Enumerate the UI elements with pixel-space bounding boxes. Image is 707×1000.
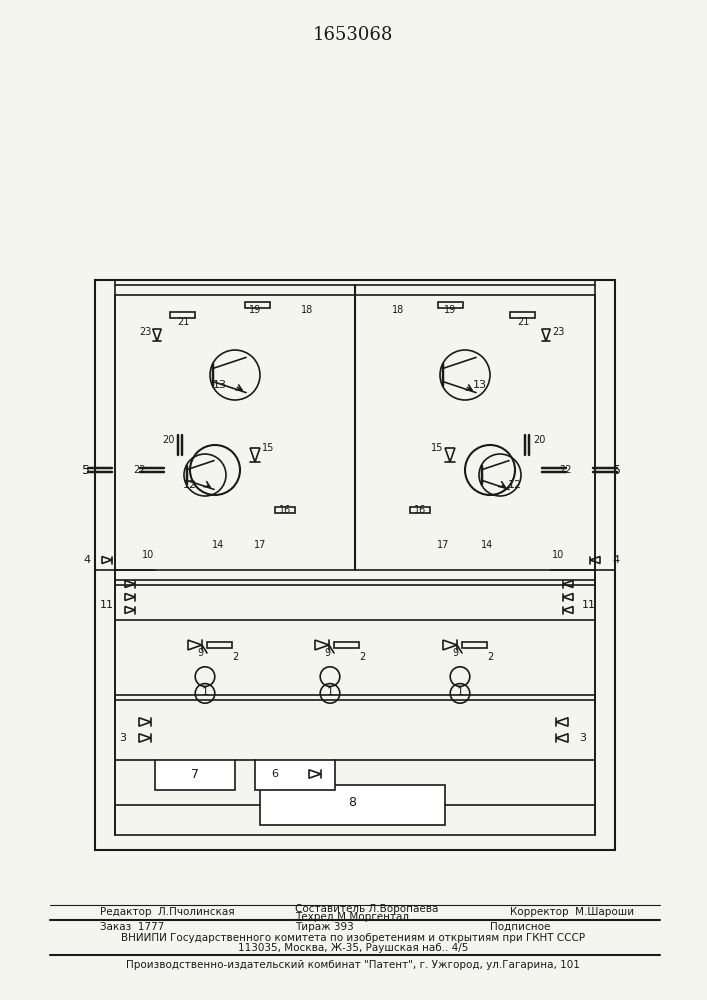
Bar	[155, 760, 235, 790]
Text: Производственно-издательский комбинат "Патент", г. Ужгород, ул.Гагарина, 101: Производственно-издательский комбинат "П…	[126, 960, 580, 970]
Text: 12: 12	[183, 480, 197, 490]
Text: Тираж 393: Тираж 393	[295, 922, 354, 932]
Text: 2: 2	[232, 652, 238, 662]
Text: 1: 1	[457, 687, 464, 697]
Text: 11: 11	[100, 600, 114, 610]
Text: 17: 17	[254, 540, 267, 550]
Text: 113035, Москва, Ж-35, Раушская наб.. 4/5: 113035, Москва, Ж-35, Раушская наб.. 4/5	[238, 943, 468, 953]
Text: 23: 23	[551, 327, 564, 337]
Bar	[510, 312, 535, 318]
Text: 13: 13	[473, 380, 487, 390]
Text: 13: 13	[213, 380, 227, 390]
Text: 22: 22	[560, 465, 572, 475]
Bar	[95, 280, 615, 850]
Text: Редактор  Л.Пчолинская: Редактор Л.Пчолинская	[100, 907, 235, 917]
Text: 17: 17	[437, 540, 449, 550]
Text: 1: 1	[201, 687, 209, 697]
Text: 3: 3	[119, 733, 127, 743]
Text: 21: 21	[177, 317, 189, 327]
Text: 10: 10	[552, 550, 564, 560]
Bar	[410, 507, 430, 513]
Text: 4: 4	[612, 555, 619, 565]
Bar	[115, 580, 595, 700]
Text: 18: 18	[301, 305, 313, 315]
Text: Техред М.Моргентал: Техред М.Моргентал	[295, 912, 409, 922]
Text: 2: 2	[487, 652, 493, 662]
Text: 15: 15	[431, 443, 443, 453]
Text: 20: 20	[533, 435, 545, 445]
Text: 5: 5	[613, 464, 621, 477]
Bar	[245, 302, 270, 308]
Text: 12: 12	[508, 480, 522, 490]
Text: Корректор  М.Шароши: Корректор М.Шароши	[510, 907, 634, 917]
Bar	[462, 642, 487, 648]
Text: 4: 4	[83, 555, 90, 565]
Text: 2: 2	[359, 652, 365, 662]
Text: 9: 9	[324, 648, 330, 658]
Text: 11: 11	[582, 600, 596, 610]
Text: 9: 9	[452, 648, 458, 658]
Text: 9: 9	[197, 648, 203, 658]
Text: 19: 19	[444, 305, 456, 315]
Text: 5: 5	[82, 464, 90, 477]
Text: 21: 21	[517, 317, 529, 327]
Bar	[207, 642, 232, 648]
Text: 6: 6	[271, 769, 279, 779]
Text: 14: 14	[481, 540, 493, 550]
Text: 7: 7	[191, 768, 199, 780]
Text: 3: 3	[580, 733, 587, 743]
Bar	[170, 312, 195, 318]
Text: 18: 18	[392, 305, 404, 315]
Text: ВНИИПИ Государственного комитета по изобретениям и открытиям при ГКНТ СССР: ВНИИПИ Государственного комитета по изоб…	[121, 933, 585, 943]
Text: Составитель Л.Воропаева: Составитель Л.Воропаева	[295, 904, 438, 914]
Text: 10: 10	[142, 550, 154, 560]
Text: 23: 23	[139, 327, 151, 337]
Text: 19: 19	[249, 305, 261, 315]
Text: 16: 16	[414, 505, 426, 515]
Text: 8: 8	[348, 796, 356, 810]
Bar	[115, 295, 595, 585]
Text: 22: 22	[134, 465, 146, 475]
Bar	[438, 302, 463, 308]
Bar	[275, 507, 295, 513]
Bar	[115, 695, 595, 835]
Text: Подписное: Подписное	[490, 922, 550, 932]
Text: 15: 15	[262, 443, 274, 453]
Text: 20: 20	[162, 435, 174, 445]
Text: 1653068: 1653068	[312, 26, 393, 44]
Bar	[260, 785, 445, 825]
Text: 16: 16	[279, 505, 291, 515]
Text: 1: 1	[327, 687, 334, 697]
Bar	[334, 642, 359, 648]
Bar	[255, 760, 335, 790]
Text: 14: 14	[212, 540, 224, 550]
Text: Заказ  1777: Заказ 1777	[100, 922, 164, 932]
